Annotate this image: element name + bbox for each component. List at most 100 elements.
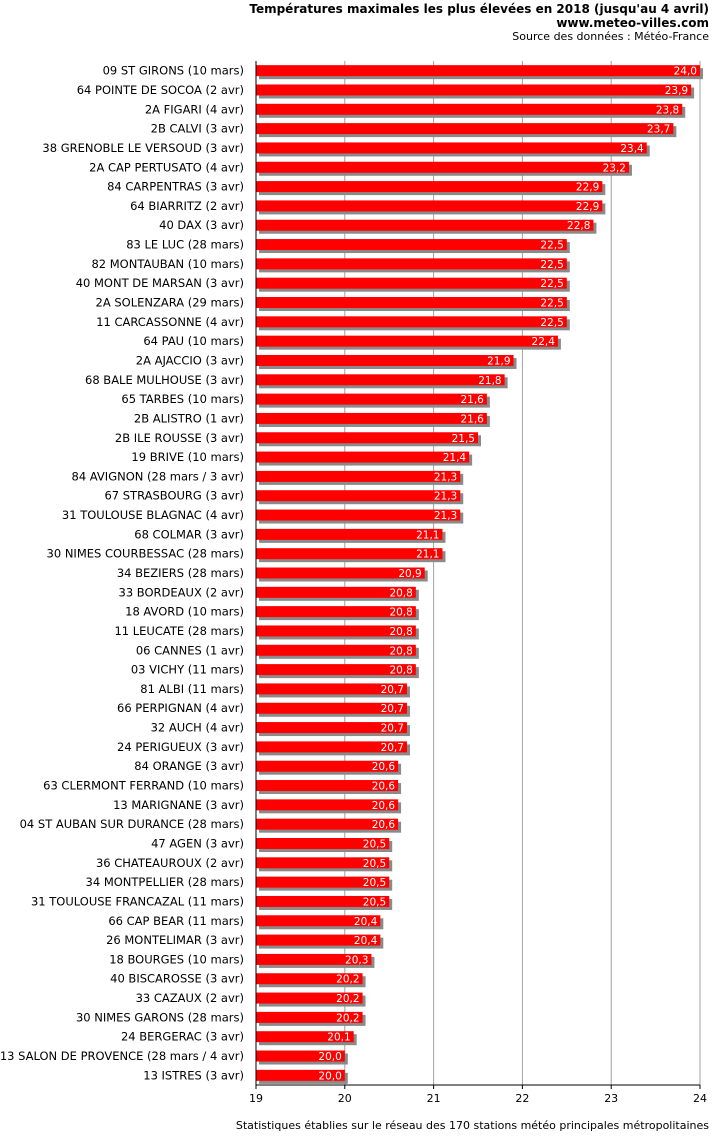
value-label: 22,8 — [567, 220, 590, 232]
value-label: 20,9 — [398, 568, 421, 580]
value-label: 20,0 — [318, 1070, 341, 1082]
bar — [256, 239, 567, 251]
value-label: 20,6 — [372, 819, 396, 831]
value-label: 20,2 — [336, 1012, 359, 1024]
value-label: 20,6 — [372, 761, 396, 773]
value-label: 21,6 — [460, 394, 484, 406]
value-label: 21,5 — [452, 433, 475, 445]
value-label: 21,3 — [434, 471, 457, 483]
category-label: 40 MONT DE MARSAN (3 avr) — [76, 276, 244, 290]
value-label: 21,1 — [416, 549, 439, 561]
value-label: 20,4 — [354, 916, 378, 928]
value-label: 20,0 — [318, 1051, 341, 1063]
category-label: 2B ALISTRO (1 avr) — [134, 411, 244, 425]
value-label: 21,8 — [478, 375, 501, 387]
value-label: 22,5 — [540, 259, 563, 271]
value-label: 22,5 — [540, 278, 563, 290]
bar — [256, 683, 407, 695]
site-url[interactable]: www.meteo-villes.com — [556, 16, 709, 30]
bar — [256, 161, 629, 173]
bar — [256, 760, 399, 772]
value-label: 21,4 — [443, 452, 467, 464]
category-label: 83 LE LUC (28 mars) — [126, 238, 244, 252]
value-label: 20,8 — [389, 626, 412, 638]
value-label: 20,8 — [389, 645, 412, 657]
value-label: 20,3 — [345, 954, 368, 966]
category-label: 40 BISCAROSSE (3 avr) — [110, 972, 244, 986]
bar — [256, 799, 399, 811]
tick-label-22: 22 — [515, 1092, 529, 1105]
value-label: 20,8 — [389, 665, 412, 677]
category-label: 66 PERPIGNAN (4 avr) — [117, 701, 244, 715]
category-label: 13 ISTRES (3 avr) — [143, 1068, 244, 1082]
bar — [256, 857, 390, 869]
bar — [256, 65, 700, 77]
bar — [256, 354, 514, 366]
value-label: 20,6 — [372, 781, 396, 793]
category-label: 81 ALBI (11 mars) — [140, 682, 244, 696]
category-label: 84 CARPENTRAS (3 avr) — [107, 180, 244, 194]
category-label: 84 ORANGE (3 avr) — [134, 759, 244, 773]
category-label: 2B CALVI (3 avr) — [151, 122, 244, 136]
category-label: 30 NIMES COURBESSAC (28 mars) — [47, 547, 244, 561]
value-label: 22,4 — [532, 336, 556, 348]
category-label: 04 ST AUBAN SUR DURANCE (28 mars) — [20, 817, 244, 831]
value-label: 24,0 — [674, 66, 697, 78]
bars — [256, 65, 703, 1084]
category-label: 65 TARBES (10 mars) — [121, 392, 244, 406]
bar — [256, 123, 674, 135]
value-label: 21,3 — [434, 510, 457, 522]
bar — [256, 316, 567, 328]
category-labels: 09 ST GIRONS (10 mars) 64 POINTE DE SOCOA… — [0, 64, 244, 1083]
bar — [256, 992, 363, 1004]
bar — [256, 470, 461, 482]
bar — [256, 432, 478, 444]
category-label: 64 PAU (10 mars) — [143, 334, 244, 348]
value-label: 21,9 — [487, 355, 510, 367]
bar — [256, 412, 487, 424]
bar — [256, 702, 407, 714]
tick-label-20: 20 — [338, 1092, 352, 1105]
bar — [256, 586, 416, 598]
bar — [256, 567, 425, 579]
value-label: 20,7 — [381, 703, 404, 715]
category-label: 26 MONTELIMAR (3 avr) — [106, 933, 244, 947]
bar — [256, 1011, 363, 1023]
category-label: 68 BALE MULHOUSE (3 avr) — [85, 373, 244, 387]
chart-title: Températures maximales les plus élevées … — [249, 2, 709, 16]
category-label: 33 BORDEAUX (2 avr) — [119, 585, 244, 599]
value-label: 20,5 — [363, 877, 386, 889]
value-label: 20,2 — [336, 993, 359, 1005]
value-label: 23,8 — [656, 104, 679, 116]
category-label: 36 CHATEAUROUX (2 avr) — [96, 856, 244, 870]
bar — [256, 973, 363, 985]
value-label: 23,2 — [603, 162, 626, 174]
bar — [256, 258, 567, 270]
value-label: 20,5 — [363, 858, 386, 870]
value-label: 20,5 — [363, 896, 386, 908]
bar — [256, 1031, 354, 1043]
bar — [256, 741, 407, 753]
category-label: 24 BERGERAC (3 avr) — [121, 1030, 244, 1044]
category-label: 13 SALON DE PROVENCE (28 mars / 4 avr) — [0, 1049, 244, 1063]
bar — [256, 374, 505, 386]
tick-label-19: 19 — [249, 1092, 263, 1105]
value-label: 21,1 — [416, 529, 439, 541]
value-label: 20,7 — [381, 742, 404, 754]
value-label: 20,6 — [372, 800, 396, 812]
value-label: 21,3 — [434, 491, 457, 503]
value-label: 20,1 — [327, 1032, 350, 1044]
category-label: 40 DAX (3 avr) — [159, 218, 244, 232]
category-label: 03 VICHY (11 mars) — [131, 663, 244, 677]
bar — [256, 103, 683, 115]
category-label: 64 POINTE DE SOCOA (2 avr) — [77, 83, 244, 97]
bar — [256, 837, 390, 849]
bar — [256, 335, 558, 347]
category-label: 66 CAP BEAR (11 mars) — [108, 914, 244, 928]
bar — [256, 528, 443, 540]
value-label: 23,4 — [620, 143, 644, 155]
bar — [256, 644, 416, 656]
value-label: 22,5 — [540, 240, 563, 252]
category-label: 34 BEZIERS (28 mars) — [117, 566, 244, 580]
